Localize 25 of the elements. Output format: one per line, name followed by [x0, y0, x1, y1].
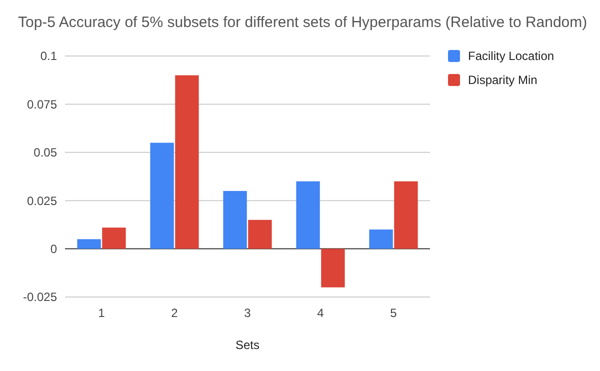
x-tick-label: 2: [171, 306, 178, 320]
bar: [248, 220, 272, 249]
bar: [223, 190, 247, 249]
bar: [77, 239, 101, 249]
bar: [321, 248, 345, 288]
bar: [175, 75, 199, 249]
legend-label: Facility Location: [468, 49, 554, 64]
y-tick-label: 0.05: [34, 146, 58, 160]
bar: [102, 228, 126, 249]
x-tick-label: 3: [244, 306, 252, 320]
bar: [394, 181, 418, 249]
bar: [296, 181, 320, 249]
x-tick-label: 4: [317, 306, 324, 320]
x-axis-title: Sets: [235, 338, 260, 352]
bar: [369, 230, 393, 249]
chart-title: Top-5 Accuracy of 5% subsets for different sets of Hyperparams (Relative to Random): [18, 14, 588, 31]
y-tick-label: 0.075: [26, 97, 58, 112]
bar: [150, 142, 174, 249]
y-tick-label: -0.025: [22, 290, 58, 304]
y-tick-label: 0.1: [40, 49, 58, 64]
x-tick-label: 5: [390, 306, 398, 320]
x-tick-label: 1: [98, 306, 106, 320]
y-tick-label: 0.025: [26, 194, 58, 208]
legend-label: Disparity Min: [468, 73, 538, 88]
y-tick-label: 0: [50, 242, 58, 256]
